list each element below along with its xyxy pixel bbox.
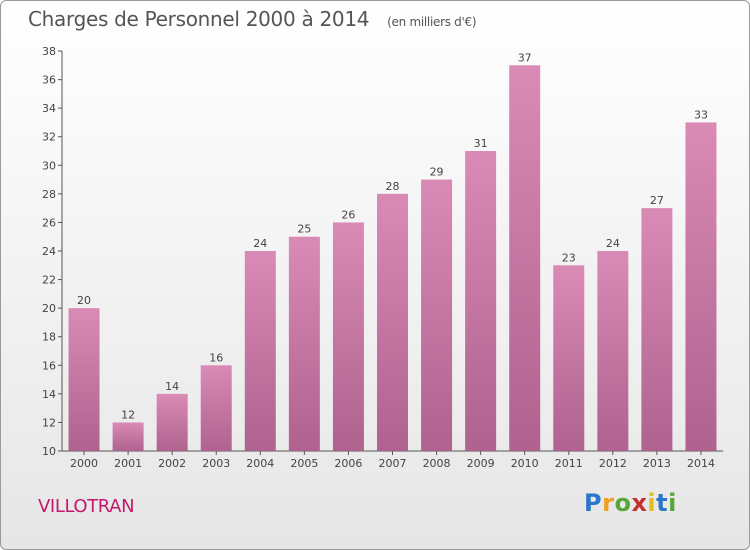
bar-2002: [156, 393, 188, 451]
x-tick-label: 2001: [114, 457, 142, 470]
title-text: Charges de Personnel 2000 à 2014: [28, 7, 370, 31]
x-tick-label: 2002: [158, 457, 186, 470]
y-tick-label: 32: [42, 131, 56, 144]
x-tick-label: 2009: [467, 457, 495, 470]
value-label: 29: [430, 166, 444, 179]
bar-2004: [244, 251, 276, 451]
value-label: 24: [253, 237, 267, 250]
chart-labels: 20 2000 12 2001 14 2002 16 2003 24 2004 25 2005 26 20…: [70, 51, 715, 470]
y-tick-label: 10: [42, 445, 56, 458]
bar-2008: [421, 179, 453, 452]
logo-letter: i: [647, 489, 657, 517]
x-tick-label: 2012: [599, 457, 627, 470]
logo-letter: r: [602, 489, 615, 517]
x-tick-label: 2004: [246, 457, 274, 470]
value-label: 28: [386, 180, 400, 193]
bar-2006: [332, 222, 364, 451]
logo-letter: o: [614, 489, 632, 517]
bar-2003: [200, 365, 232, 451]
value-label: 23: [562, 251, 576, 264]
value-label: 12: [121, 408, 135, 421]
value-label: 37: [518, 51, 532, 64]
y-tick-label: 38: [42, 45, 56, 58]
value-label: 16: [209, 351, 223, 364]
bar-2001: [112, 422, 144, 451]
bar-2012: [597, 251, 629, 451]
bar-2005: [288, 236, 320, 451]
x-tick-label: 2014: [687, 457, 715, 470]
x-tick-label: 2008: [423, 457, 451, 470]
y-tick-label: 26: [42, 216, 56, 229]
x-tick-label: 2000: [70, 457, 98, 470]
bar-2000: [68, 308, 100, 451]
x-tick-label: 2013: [643, 457, 671, 470]
logo-letter: x: [631, 489, 648, 517]
x-tick-label: 2010: [511, 457, 539, 470]
bar-2007: [377, 193, 408, 451]
chart-bars: [68, 65, 717, 452]
value-label: 14: [165, 380, 179, 393]
y-tick-label: 36: [42, 74, 56, 87]
logo-letter: P: [584, 489, 603, 517]
y-tick-label: 12: [42, 416, 56, 429]
y-tick-label: 24: [42, 245, 56, 258]
x-tick-label: 2007: [379, 457, 407, 470]
x-tick-label: 2005: [290, 457, 318, 470]
value-label: 26: [341, 208, 355, 221]
y-tick-label: 28: [42, 188, 56, 201]
y-tick-label: 14: [42, 388, 56, 401]
bar-2011: [553, 265, 585, 451]
chart-title: Charges de Personnel 2000 à 2014 (en mill…: [28, 7, 477, 31]
logo-letter: t: [656, 489, 669, 517]
x-tick-label: 2003: [202, 457, 230, 470]
proxiti-logo: Proxiti: [584, 489, 677, 517]
bar-2013: [641, 208, 673, 451]
x-tick-label: 2011: [555, 457, 583, 470]
town-name: VILLOTRAN: [38, 496, 135, 517]
y-tick-label: 20: [42, 302, 56, 315]
y-tick-label: 22: [42, 274, 56, 287]
y-tick-label: 34: [42, 102, 56, 115]
chart-subtitle: (en milliers d'€): [387, 15, 477, 29]
y-tick-label: 30: [42, 159, 56, 172]
chart-axes: 10 12 14 16 18 20 22 24 26 28 30 32 34 36 38: [42, 45, 723, 458]
x-tick-label: 2006: [334, 457, 362, 470]
logo-letter: i: [668, 489, 677, 517]
bar-2009: [465, 151, 497, 451]
y-tick-label: 16: [42, 359, 56, 372]
value-label: 20: [77, 294, 91, 307]
value-label: 33: [694, 108, 708, 121]
value-label: 25: [297, 223, 311, 236]
value-label: 24: [606, 237, 620, 250]
value-label: 31: [474, 137, 488, 150]
value-label: 27: [650, 194, 664, 207]
bar-2014: [685, 122, 717, 451]
y-tick-label: 18: [42, 331, 56, 344]
bar-2010: [509, 65, 541, 452]
